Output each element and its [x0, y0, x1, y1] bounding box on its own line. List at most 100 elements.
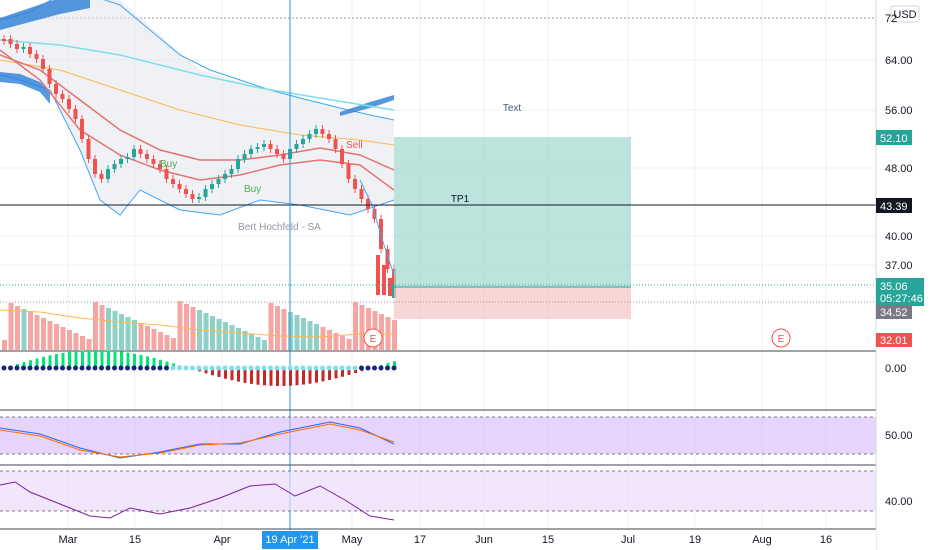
macd-dot: [170, 365, 176, 371]
candle-body: [138, 149, 143, 154]
macd-dot: [125, 365, 130, 371]
macd-dot: [1, 365, 7, 371]
volume-bar: [236, 328, 241, 350]
macd-bar: [393, 361, 396, 368]
buy-signal-2: Buy: [244, 184, 261, 195]
macd-bar: [139, 354, 143, 368]
candle-body: [216, 179, 221, 184]
tp1-label[interactable]: TP1: [451, 194, 470, 205]
macd-bar: [237, 368, 240, 382]
candle-body: [242, 154, 247, 159]
candle-body: [197, 197, 201, 199]
macd-dot: [203, 365, 208, 371]
time-label-jul: Jul: [621, 534, 635, 546]
candle-body: [307, 134, 312, 139]
volume-bar: [99, 305, 105, 350]
candle-body: [320, 129, 325, 134]
macd-dot: [164, 365, 169, 371]
price-axis[interactable]: [876, 0, 932, 530]
time-label-15b: 15: [542, 534, 554, 546]
macd-bar: [42, 356, 45, 368]
ma-orange: [0, 59, 395, 146]
candle-body: [203, 189, 208, 197]
line-price-text: 43.39: [880, 201, 908, 213]
volume-bar: [392, 320, 397, 350]
macd-dot: [131, 365, 137, 371]
candle-body: [210, 184, 214, 189]
volume-bar: [73, 333, 79, 350]
macd-dot: [229, 365, 234, 371]
bollinger-upper: [0, 0, 395, 121]
macd-bar: [269, 368, 273, 386]
rsi-axis-label: 40.00: [885, 496, 913, 508]
stop-price-tag: [876, 333, 912, 347]
macd-bar: [61, 352, 65, 368]
macd-dot: [372, 365, 377, 371]
candle-body: [164, 169, 169, 179]
macd-dot: [144, 365, 150, 371]
macd-bar: [48, 355, 52, 368]
price-label-64: 64.00: [885, 55, 913, 67]
macd-dot: [138, 365, 143, 371]
volume-bar: [216, 319, 222, 350]
usd-badge[interactable]: USD: [890, 5, 920, 23]
earnings-label-2: E: [778, 334, 785, 345]
candle-body: [190, 194, 195, 199]
rsi-band: [0, 471, 876, 511]
macd-bar: [211, 368, 214, 376]
macd-dot: [385, 365, 390, 371]
buy-signal-1: Buy: [160, 159, 177, 170]
macd-bar: [35, 358, 39, 368]
text-annotation[interactable]: Text: [503, 103, 522, 114]
target-zone[interactable]: [394, 137, 631, 287]
macd-dot: [112, 365, 117, 371]
time-label-jun: Jun: [475, 534, 493, 546]
volume-bar: [281, 309, 287, 350]
volume-bar: [327, 330, 332, 350]
time-label-19: 19: [689, 534, 701, 546]
macd-bar: [243, 368, 247, 383]
candle-body: [275, 149, 279, 154]
earnings-marker-1[interactable]: E: [363, 328, 383, 348]
macd-bar: [354, 368, 357, 374]
time-label-15a: 15: [129, 534, 141, 546]
macd-dot: [183, 365, 189, 371]
candle-body: [327, 134, 331, 139]
macd-bar: [146, 356, 149, 368]
bollinger-band-fill: [0, 0, 394, 215]
volume-bar: [47, 321, 53, 350]
macd-dot: [333, 365, 338, 371]
candle-body: [151, 159, 156, 164]
candle-body: [158, 164, 162, 169]
volume-bar: [307, 321, 313, 350]
target-price-text: 52.10: [880, 133, 908, 145]
last-price-tag: [876, 278, 924, 306]
macd-bar: [230, 368, 234, 381]
macd-dot: [86, 365, 91, 371]
candle-body: [93, 159, 97, 174]
candle-body: [281, 154, 286, 159]
macd-bar: [315, 368, 318, 383]
macd-dot: [307, 365, 312, 371]
candle-body: [73, 109, 78, 119]
macd-dot: [157, 365, 163, 371]
earnings-label-1: E: [370, 334, 377, 345]
earnings-marker-2[interactable]: E: [771, 328, 791, 348]
volume-bar: [106, 308, 111, 350]
volume-bar: [60, 327, 66, 350]
volume-bars: [2, 301, 397, 350]
macd-dot: [352, 365, 358, 371]
stoch-k: [0, 421, 395, 459]
candle-body: [353, 179, 357, 189]
candle-body: [8, 39, 13, 44]
volume-bar: [28, 312, 33, 350]
macd-dot: [118, 365, 124, 371]
time-axis[interactable]: [0, 530, 876, 550]
stop-zone[interactable]: [394, 287, 631, 319]
candle-body: [2, 39, 6, 41]
volume-bar: [203, 313, 209, 350]
macd-bar: [74, 351, 78, 368]
macd-dot: [365, 365, 371, 371]
sell-signal: Sell: [346, 140, 363, 151]
